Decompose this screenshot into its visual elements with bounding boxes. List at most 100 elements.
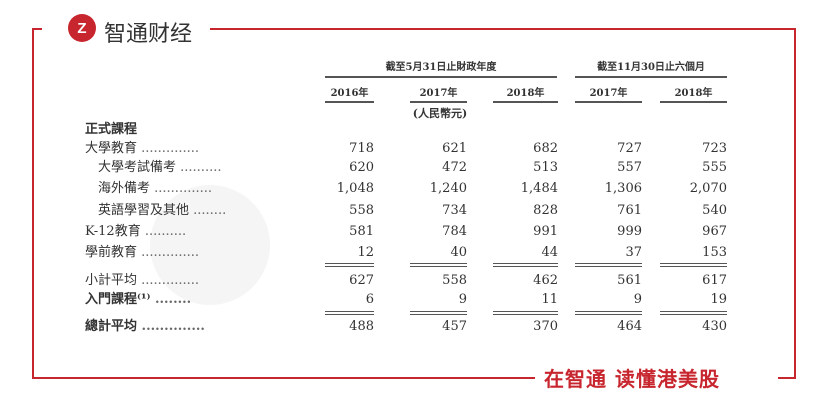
cell-value: 2,070 xyxy=(689,181,727,196)
total-rule xyxy=(575,263,642,264)
cell-value: 828 xyxy=(533,203,558,218)
column-rule xyxy=(493,101,558,103)
cell-value: 9 xyxy=(633,292,642,307)
column-header: 2017年 xyxy=(419,88,458,99)
total-rule xyxy=(410,314,467,315)
cell-value: 1,048 xyxy=(336,181,374,196)
cell-value: 620 xyxy=(349,160,374,175)
cell-value: 464 xyxy=(617,319,642,334)
column-header: 2016年 xyxy=(330,88,369,99)
cell-value: 561 xyxy=(617,273,642,288)
column-rule xyxy=(410,101,467,103)
leader-dots: .......... xyxy=(176,160,222,175)
total-rule xyxy=(325,311,374,312)
cell-value: 1,240 xyxy=(429,181,467,196)
frame-bottom-right xyxy=(778,377,796,379)
total-rule xyxy=(410,263,467,264)
cell-value: 472 xyxy=(442,160,467,175)
cell-value: 430 xyxy=(702,319,727,334)
cell-value: 11 xyxy=(541,292,558,307)
row-label: 大學考試備考 .......... xyxy=(98,160,221,175)
row-label: 大學教育 .............. xyxy=(85,141,199,156)
cell-value: 617 xyxy=(702,273,727,288)
total-rule xyxy=(660,266,727,267)
column-header: 2018年 xyxy=(674,88,713,99)
row-label-text: 小計平均 xyxy=(85,273,138,288)
total-rule xyxy=(660,314,727,315)
frame-right xyxy=(794,28,796,378)
watermark-logo xyxy=(150,185,270,305)
row-label-text: 入門課程⁽¹⁾ xyxy=(85,292,151,307)
total-rule xyxy=(325,314,374,315)
frame-bottom xyxy=(32,377,535,379)
column-header: 2018年 xyxy=(506,88,545,99)
leader-dots: .............. xyxy=(150,181,213,196)
leader-dots: .............. xyxy=(137,245,200,260)
total-rule xyxy=(575,266,642,267)
cell-value: 37 xyxy=(625,245,642,260)
row-label: 學前教育 .............. xyxy=(85,245,199,260)
frame-top xyxy=(210,28,796,30)
brand-logo: Z xyxy=(68,14,96,42)
total-rule xyxy=(493,263,558,264)
cell-value: 627 xyxy=(349,273,374,288)
row-label: 總計平均 .............. xyxy=(85,319,205,334)
group-rule xyxy=(325,76,557,78)
cell-value: 558 xyxy=(349,203,374,218)
cell-value: 734 xyxy=(442,203,467,218)
total-rule xyxy=(410,311,467,312)
cell-value: 462 xyxy=(533,273,558,288)
total-rule xyxy=(493,314,558,315)
total-rule xyxy=(575,314,642,315)
cell-value: 540 xyxy=(702,203,727,218)
frame-left xyxy=(32,28,34,378)
cell-value: 967 xyxy=(702,224,727,239)
cell-value: 761 xyxy=(617,203,642,218)
total-rule xyxy=(660,263,727,264)
row-label: 英語學習及其他 ........ xyxy=(98,203,226,218)
cell-value: 370 xyxy=(533,319,558,334)
cell-value: 621 xyxy=(442,141,467,156)
cell-value: 1,484 xyxy=(520,181,558,196)
cell-value: 153 xyxy=(702,245,727,260)
frame-top-left xyxy=(32,28,42,30)
cell-value: 727 xyxy=(617,141,642,156)
group-header: 截至5月31日止財政年度 xyxy=(385,62,497,73)
total-rule xyxy=(410,266,467,267)
cell-value: 991 xyxy=(533,224,558,239)
column-header: 2017年 xyxy=(589,88,628,99)
cell-value: 723 xyxy=(702,141,727,156)
leader-dots: .............. xyxy=(137,273,200,288)
leader-dots: .............. xyxy=(137,319,205,334)
cell-value: 718 xyxy=(349,141,374,156)
cell-value: 513 xyxy=(533,160,558,175)
leader-dots: .............. xyxy=(137,141,200,156)
row-label-text: 總計平均 xyxy=(85,319,138,334)
cell-value: 581 xyxy=(349,224,374,239)
cell-value: 557 xyxy=(617,160,642,175)
cell-value: 1,306 xyxy=(604,181,642,196)
row-label-text: 英語學習及其他 xyxy=(98,203,190,218)
row-label-text: K-12教育 xyxy=(85,224,141,239)
row-label: K-12教育 .......... xyxy=(85,224,186,239)
column-rule xyxy=(325,101,374,103)
cell-value: 44 xyxy=(541,245,558,260)
row-label: 小計平均 .............. xyxy=(85,273,199,288)
cell-value: 999 xyxy=(617,224,642,239)
brand-name: 智通财经 xyxy=(104,22,193,47)
total-rule xyxy=(325,266,374,267)
row-label: 入門課程⁽¹⁾ ........ xyxy=(85,292,191,307)
row-label-text: 大學考試備考 xyxy=(98,160,177,175)
cell-value: 12 xyxy=(357,245,374,260)
section-heading: 正式課程 xyxy=(85,122,138,137)
leader-dots: .......... xyxy=(140,224,187,239)
cell-value: 457 xyxy=(442,319,467,334)
total-rule xyxy=(325,263,374,264)
slogan: 在智通 读懂港美股 xyxy=(544,367,720,391)
total-rule xyxy=(493,266,558,267)
cell-value: 488 xyxy=(349,319,374,334)
group-header: 截至11月30日止六個月 xyxy=(597,62,705,73)
cell-value: 9 xyxy=(458,292,467,307)
cell-value: 784 xyxy=(442,224,467,239)
